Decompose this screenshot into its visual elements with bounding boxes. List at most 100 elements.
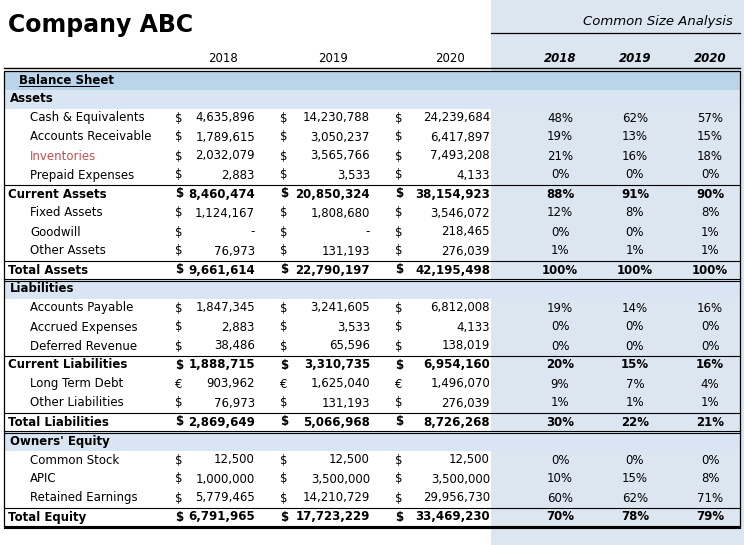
Text: 21%: 21% (696, 415, 724, 428)
Text: 138,019: 138,019 (442, 340, 490, 353)
Text: $: $ (175, 149, 182, 162)
Text: Fixed Assets: Fixed Assets (30, 207, 103, 220)
Text: 0%: 0% (551, 340, 569, 353)
Text: $: $ (175, 168, 182, 181)
Text: 1,496,070: 1,496,070 (430, 378, 490, 391)
Text: 0%: 0% (626, 226, 644, 239)
Text: Long Term Debt: Long Term Debt (30, 378, 124, 391)
Text: $: $ (395, 359, 403, 372)
Text: $: $ (395, 492, 403, 505)
Text: 16%: 16% (697, 301, 723, 314)
Text: 24,239,684: 24,239,684 (423, 112, 490, 124)
Text: 88%: 88% (546, 187, 574, 201)
Text: 0%: 0% (701, 168, 719, 181)
Text: 276,039: 276,039 (441, 397, 490, 409)
Text: 2,883: 2,883 (222, 320, 255, 334)
Text: 1,124,167: 1,124,167 (195, 207, 255, 220)
Text: 38,486: 38,486 (214, 340, 255, 353)
Text: 14%: 14% (622, 301, 648, 314)
Text: $: $ (175, 340, 182, 353)
Text: €: € (395, 378, 403, 391)
Text: 0%: 0% (701, 320, 719, 334)
Text: 1,000,000: 1,000,000 (196, 473, 255, 486)
Text: 42,195,498: 42,195,498 (415, 263, 490, 276)
Text: 100%: 100% (692, 263, 728, 276)
Text: 0%: 0% (626, 320, 644, 334)
Text: 15%: 15% (621, 359, 649, 372)
Text: $: $ (175, 320, 182, 334)
Text: 0%: 0% (626, 453, 644, 467)
Text: 62%: 62% (622, 492, 648, 505)
Text: 62%: 62% (622, 112, 648, 124)
Text: €: € (280, 378, 287, 391)
Text: 5,066,968: 5,066,968 (303, 415, 370, 428)
Text: 76,973: 76,973 (214, 397, 255, 409)
Text: 4,133: 4,133 (457, 168, 490, 181)
Text: $: $ (175, 301, 182, 314)
Text: $: $ (280, 130, 287, 143)
Text: $: $ (175, 187, 183, 201)
Bar (4, 280, 740, 299)
Text: Prepaid Expenses: Prepaid Expenses (30, 168, 134, 181)
Text: $: $ (175, 511, 183, 524)
Text: 3,050,237: 3,050,237 (311, 130, 370, 143)
Text: 8%: 8% (626, 207, 644, 220)
Text: $: $ (175, 245, 182, 257)
Text: $: $ (280, 168, 287, 181)
Text: $: $ (280, 263, 288, 276)
Text: Company ABC: Company ABC (8, 13, 193, 37)
Text: $: $ (280, 415, 288, 428)
Text: $: $ (395, 301, 403, 314)
Text: 8%: 8% (701, 207, 719, 220)
Text: 30%: 30% (546, 415, 574, 428)
Text: 8,460,474: 8,460,474 (188, 187, 255, 201)
Text: $: $ (395, 320, 403, 334)
Text: 2020: 2020 (693, 51, 726, 64)
Text: Liabilities: Liabilities (10, 282, 74, 295)
Text: 22%: 22% (621, 415, 649, 428)
Text: $: $ (175, 415, 183, 428)
Text: 131,193: 131,193 (321, 245, 370, 257)
Text: 3,310,735: 3,310,735 (304, 359, 370, 372)
Text: 0%: 0% (626, 168, 644, 181)
Text: 0%: 0% (551, 320, 569, 334)
Text: $: $ (280, 320, 287, 334)
Text: 14,230,788: 14,230,788 (303, 112, 370, 124)
Text: $: $ (395, 130, 403, 143)
Bar (491, 280, 740, 299)
Text: $: $ (395, 473, 403, 486)
Text: 3,533: 3,533 (337, 320, 370, 334)
Text: $: $ (280, 226, 287, 239)
Text: Accounts Payable: Accounts Payable (30, 301, 133, 314)
Text: Current Liabilities: Current Liabilities (8, 359, 127, 372)
Text: 2018: 2018 (544, 51, 577, 64)
Text: $: $ (395, 511, 403, 524)
Text: 3,241,605: 3,241,605 (310, 301, 370, 314)
Text: 2020: 2020 (436, 51, 466, 64)
Text: 1%: 1% (626, 245, 644, 257)
Text: 60%: 60% (547, 492, 573, 505)
Text: 2,869,649: 2,869,649 (188, 415, 255, 428)
Text: $: $ (280, 112, 287, 124)
Bar (4, 432, 740, 451)
Text: 8,726,268: 8,726,268 (423, 415, 490, 428)
Text: $: $ (280, 207, 287, 220)
Text: 79%: 79% (696, 511, 724, 524)
Text: 903,962: 903,962 (207, 378, 255, 391)
Text: 4,133: 4,133 (457, 320, 490, 334)
Text: 3,500,000: 3,500,000 (311, 473, 370, 486)
Bar (4, 70, 740, 89)
Text: $: $ (175, 226, 182, 239)
Text: 4,635,896: 4,635,896 (196, 112, 255, 124)
Text: $: $ (280, 492, 287, 505)
Bar (491, 0, 744, 545)
Text: 0%: 0% (701, 340, 719, 353)
Text: 218,465: 218,465 (441, 226, 490, 239)
Text: Owners' Equity: Owners' Equity (10, 434, 110, 447)
Text: -: - (365, 226, 370, 239)
Text: $: $ (395, 263, 403, 276)
Text: $: $ (395, 226, 403, 239)
Text: $: $ (175, 112, 182, 124)
Text: $: $ (395, 112, 403, 124)
Text: 12%: 12% (547, 207, 573, 220)
